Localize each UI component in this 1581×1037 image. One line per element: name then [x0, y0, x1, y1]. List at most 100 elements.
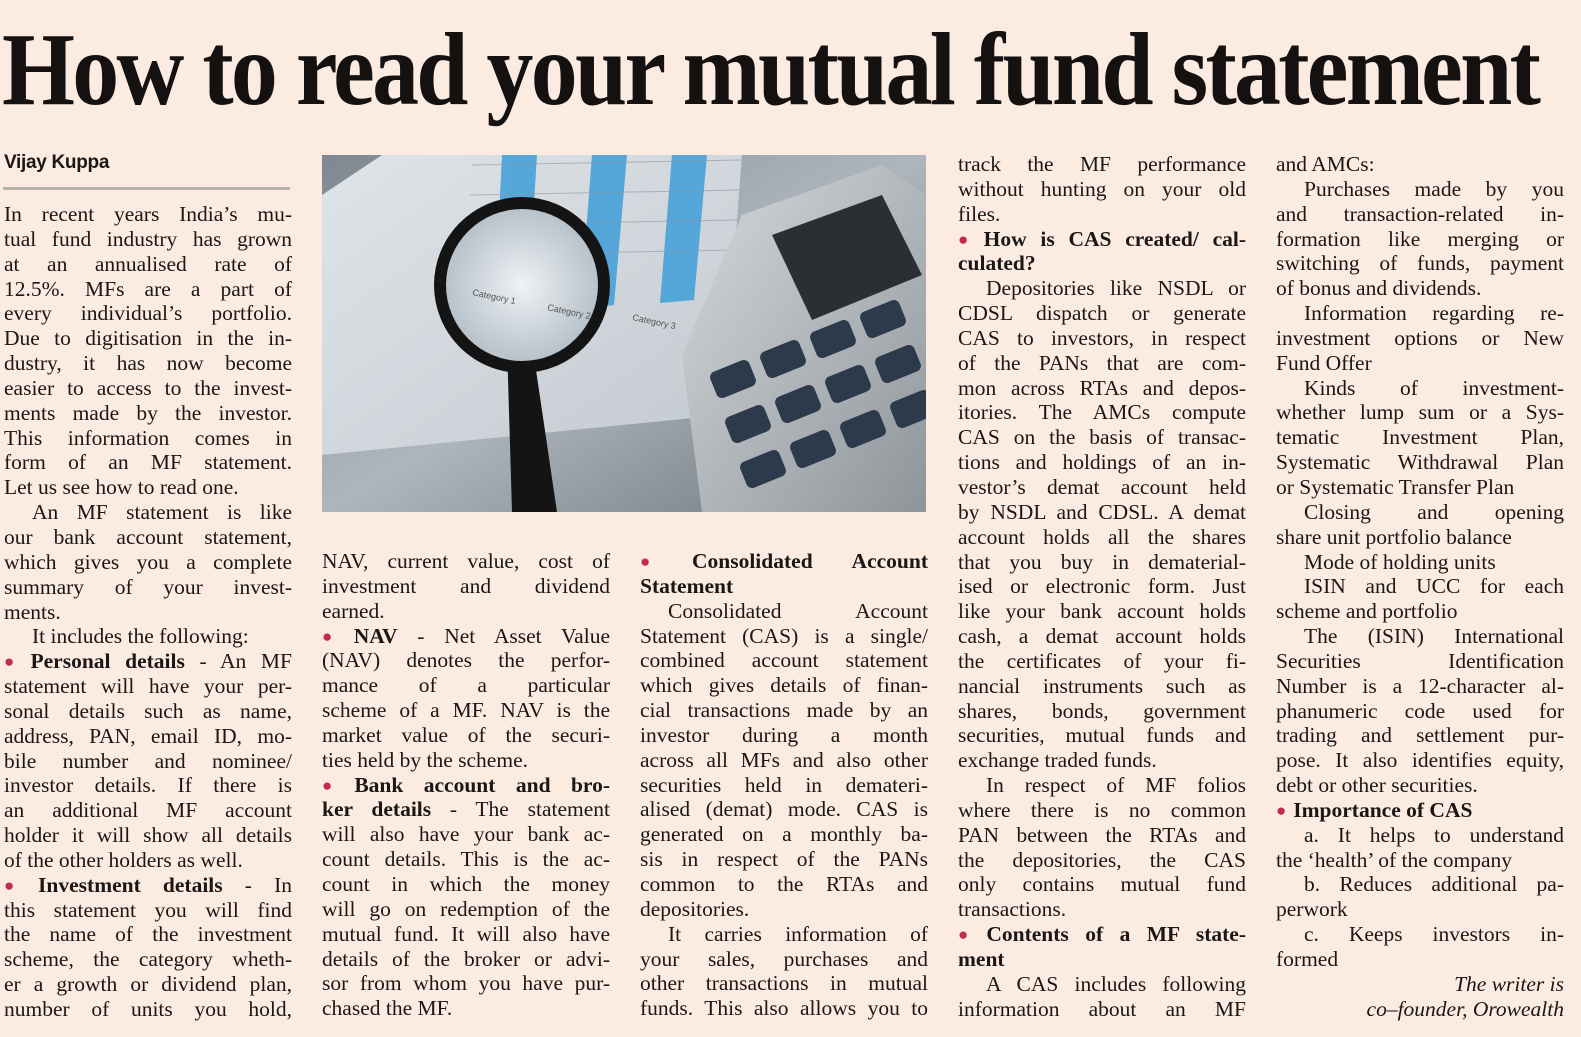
text-run: Number is a 12-character al- — [1276, 673, 1564, 698]
text-run: perwork — [1276, 897, 1348, 922]
text-run: cash, a demat account holds — [958, 624, 1246, 649]
text-line: Information regarding re- — [1276, 301, 1564, 326]
text-run: address, PAN, email ID, mo- — [4, 723, 292, 748]
text-line: scheme, the category wheth- — [4, 947, 292, 972]
text-line: the certificates of your fi- — [958, 649, 1246, 674]
text-run: shares, bonds, government — [958, 698, 1246, 723]
text-line: Statement (CAS) is a single/ — [640, 624, 928, 649]
text-line: Mode of holding units — [1276, 550, 1564, 575]
text-line: Purchases made by you — [1276, 177, 1564, 202]
text-line: which gives you a complete — [4, 550, 292, 575]
text-run: In respect of MF folios — [986, 773, 1246, 798]
text-line: across all MFs and also other — [640, 748, 928, 773]
text-line: funds. This also allows you to — [640, 996, 928, 1021]
text-run: er a growth or dividend plan, — [4, 972, 292, 997]
text-line: easier to access to the invest- — [4, 376, 292, 401]
text-run: the name of the investment — [4, 922, 292, 947]
text-run: Statement (CAS) is a single/ — [640, 623, 928, 648]
section-heading: Consolidated Account — [691, 549, 928, 573]
headline: How to read your mutual fund statement — [2, 12, 1541, 127]
text-run: Information regarding re- — [1304, 301, 1564, 326]
text-run: 12.5%. MFs are a part of — [4, 276, 292, 301]
text-line: CAS to investors, in respect — [958, 326, 1246, 351]
text-run: files. — [958, 201, 1001, 226]
text-run: Fund Offer — [1276, 350, 1372, 375]
text-line: phanumeric code used for — [1276, 699, 1564, 724]
text-line: mon across RTAs and depos- — [958, 376, 1246, 401]
text-line: PAN between the RTAs and — [958, 823, 1246, 848]
text-run: tions and holdings of an in- — [958, 450, 1246, 475]
byline-rule — [3, 187, 290, 190]
text-line: scheme of a MF. NAV is the — [322, 698, 610, 723]
byline: Vijay Kuppa — [4, 152, 110, 173]
text-line: CAS on the basis of transac- — [958, 425, 1246, 450]
text-run: scheme of a MF. NAV is the — [322, 698, 610, 723]
writer-credit: co–founder, Orowealth — [1276, 997, 1564, 1022]
text-line: securities, mutual funds and — [958, 723, 1246, 748]
text-line: It includes the following: — [4, 624, 292, 649]
text-run: It includes the following: — [32, 624, 249, 649]
text-line: shares, bonds, government — [958, 699, 1246, 724]
text-line: whether lump sum or a Sys- — [1276, 400, 1564, 425]
text-run: of the PANs that are com- — [958, 350, 1246, 375]
text-line: earned. — [322, 599, 610, 624]
text-line: ● Investment details - In — [4, 873, 292, 898]
text-run: b. Reduces additional pa- — [1304, 872, 1564, 897]
text-line: count details. This is the ac- — [322, 847, 610, 872]
section-heading: ment — [958, 947, 1005, 971]
text-line: number of units you hold, — [4, 997, 292, 1022]
text-run: combined account statement — [640, 648, 928, 673]
writer-credit: The writer is — [1276, 972, 1564, 997]
text-line: cash, a demat account holds — [958, 624, 1246, 649]
text-run: the ‘health’ of the company — [1276, 847, 1513, 872]
text-run: our bank account statement, — [4, 524, 292, 549]
section-heading: Investment details — [38, 872, 223, 897]
text-line: formation like merging or — [1276, 227, 1564, 252]
text-line: dustry, it has now become — [4, 351, 292, 376]
text-line: and transaction-related in- — [1276, 202, 1564, 227]
text-line: of the other holders as well. — [4, 848, 292, 873]
text-run: generated on a monthly ba- — [640, 822, 928, 847]
text-run: of the other holders as well. — [4, 847, 243, 872]
text-run: investor during a month — [640, 722, 928, 747]
text-run: phanumeric code used for — [1276, 698, 1564, 723]
text-run: bile number and nominee/ — [4, 748, 292, 773]
text-run: - Net Asset Value — [397, 623, 610, 648]
text-line: switching of funds, payment — [1276, 251, 1564, 276]
text-line: It carries information of — [640, 922, 928, 947]
text-line: the depositories, the CAS — [958, 848, 1246, 873]
text-line: only contains mutual fund — [958, 872, 1246, 897]
text-run: ments. — [4, 599, 61, 624]
text-line: track the MF performance — [958, 152, 1246, 177]
text-run: tual fund industry has grown — [4, 226, 292, 251]
text-run: form of an MF statement. — [4, 450, 292, 475]
text-line: Systematic Withdrawal Plan — [1276, 450, 1564, 475]
text-line: ties held by the scheme. — [322, 748, 610, 773]
text-run: sor from whom you have pur- — [322, 971, 610, 996]
section-heading: Importance of CAS — [1293, 797, 1473, 822]
text-run: - An MF — [184, 649, 292, 674]
text-line: Statement — [640, 574, 928, 599]
section-heading: How is CAS created/ cal- — [983, 226, 1246, 251]
text-line: this statement you will find — [4, 898, 292, 923]
text-run: market value of the securi- — [322, 722, 610, 747]
text-line: market value of the securi- — [322, 723, 610, 748]
text-line: tual fund industry has grown — [4, 227, 292, 252]
text-run: Purchases made by you — [1304, 176, 1564, 201]
text-run: ments made by the investor. — [4, 400, 292, 425]
text-run: PAN between the RTAs and — [958, 822, 1246, 847]
text-run: will go on redemption of the — [322, 896, 610, 921]
text-line: Fund Offer — [1276, 351, 1564, 376]
section-heading: Contents of a MF state- — [986, 922, 1246, 947]
text-run: co–founder, Orowealth — [1366, 996, 1564, 1021]
text-line: that you buy in dematerial- — [958, 550, 1246, 575]
text-line: An MF statement is like — [4, 500, 292, 525]
text-line: scheme and portfolio — [1276, 599, 1564, 624]
text-line: will go on redemption of the — [322, 897, 610, 922]
text-line: bile number and nominee/ — [4, 749, 292, 774]
text-line: our bank account statement, — [4, 525, 292, 550]
text-line: Depositories like NSDL or — [958, 276, 1246, 301]
text-line: information about an MF — [958, 997, 1246, 1022]
text-run: account holds all the shares — [958, 524, 1246, 549]
text-line: cial transactions made by an — [640, 698, 928, 723]
